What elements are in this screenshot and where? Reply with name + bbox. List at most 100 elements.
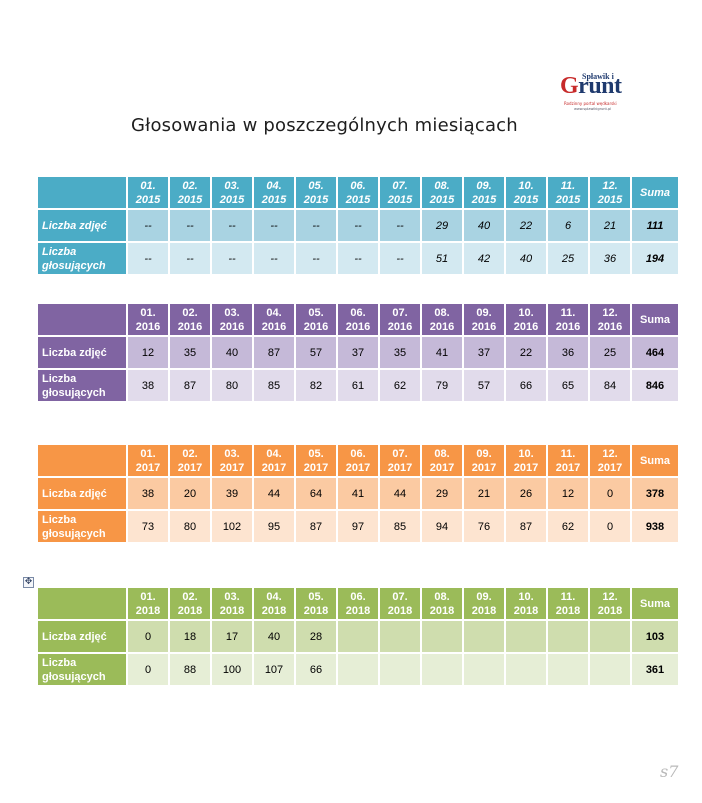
voters-cell: 95: [254, 511, 294, 542]
voters-cell: 100: [212, 654, 252, 685]
photos-sum-cell: 464: [632, 337, 678, 368]
month-header: 07. 2018: [380, 588, 420, 619]
month-header: 11. 2016: [548, 304, 588, 335]
photos-cell: 25: [590, 337, 630, 368]
photos-cell: 0: [128, 621, 168, 652]
month-header: 02. 2016: [170, 304, 210, 335]
photos-cell: 20: [170, 478, 210, 509]
month-header: 12. 2018: [590, 588, 630, 619]
row-label-voters: Liczba głosujących: [38, 370, 126, 401]
voters-cell: 36: [590, 243, 630, 274]
photos-cell: [590, 621, 630, 652]
photos-sum-cell: 103: [632, 621, 678, 652]
photos-cell: 40: [464, 210, 504, 241]
photos-cell: 21: [464, 478, 504, 509]
voters-cell: 82: [296, 370, 336, 401]
voters-cell: --: [338, 243, 378, 274]
photos-cell: --: [170, 210, 210, 241]
header-corner: [38, 177, 126, 208]
month-header: 03. 2016: [212, 304, 252, 335]
voters-cell: 76: [464, 511, 504, 542]
voters-sum-cell: 194: [632, 243, 678, 274]
photos-cell: 29: [422, 210, 462, 241]
month-header: 08. 2017: [422, 445, 462, 476]
votes-table-2018: 01. 2018 02. 2018 03. 2018 04. 2018 05. 2018…: [36, 586, 680, 687]
sum-header: Suma: [632, 304, 678, 335]
voters-cell: 42: [464, 243, 504, 274]
logo-tagline: Rodzinny portal wędkarski: [564, 101, 617, 106]
photos-cell: 0: [590, 478, 630, 509]
voters-cell: [590, 654, 630, 685]
row-label-photos: Liczba zdjęć: [38, 478, 126, 509]
photos-cell: 26: [506, 478, 546, 509]
photos-cell: 29: [422, 478, 462, 509]
month-header: 11. 2015: [548, 177, 588, 208]
month-header: 10. 2017: [506, 445, 546, 476]
month-header: 10. 2015: [506, 177, 546, 208]
row-label-voters: Liczba głosujących: [38, 654, 126, 685]
photos-cell: 37: [464, 337, 504, 368]
voters-cell: 107: [254, 654, 294, 685]
month-header: 01. 2016: [128, 304, 168, 335]
month-header: 01. 2015: [128, 177, 168, 208]
month-header: 05. 2018: [296, 588, 336, 619]
photos-cell: [422, 621, 462, 652]
photos-cell: 36: [548, 337, 588, 368]
sum-header: Suma: [632, 445, 678, 476]
month-header: 10. 2016: [506, 304, 546, 335]
month-header: 01. 2018: [128, 588, 168, 619]
month-header: 08. 2016: [422, 304, 462, 335]
month-header: 07. 2016: [380, 304, 420, 335]
votes-table-2015: 01. 2015 02. 2015 03. 2015 04. 2015 05. 2015…: [36, 175, 680, 276]
month-header: 11. 2017: [548, 445, 588, 476]
photos-sum-cell: 111: [632, 210, 678, 241]
photos-cell: 17: [212, 621, 252, 652]
voters-cell: 84: [590, 370, 630, 401]
photos-cell: 44: [254, 478, 294, 509]
month-header: 03. 2015: [212, 177, 252, 208]
voters-cell: 62: [380, 370, 420, 401]
voters-cell: 0: [590, 511, 630, 542]
move-handle-icon[interactable]: ✥: [23, 577, 34, 588]
month-header: 05. 2016: [296, 304, 336, 335]
voters-cell: 51: [422, 243, 462, 274]
voters-sum-cell: 846: [632, 370, 678, 401]
voters-cell: 97: [338, 511, 378, 542]
month-header: 07. 2015: [380, 177, 420, 208]
month-header: 04. 2016: [254, 304, 294, 335]
voters-cell: 66: [296, 654, 336, 685]
photos-cell: 41: [422, 337, 462, 368]
month-header: 12. 2015: [590, 177, 630, 208]
sum-header: Suma: [632, 177, 678, 208]
month-header: 06. 2017: [338, 445, 378, 476]
voters-cell: 85: [254, 370, 294, 401]
voters-cell: --: [212, 243, 252, 274]
photos-cell: 44: [380, 478, 420, 509]
voters-cell: 87: [296, 511, 336, 542]
voters-cell: --: [296, 243, 336, 274]
photos-cell: --: [380, 210, 420, 241]
voters-cell: 66: [506, 370, 546, 401]
month-header: 01. 2017: [128, 445, 168, 476]
month-header: 02. 2018: [170, 588, 210, 619]
votes-table-2017: 01. 2017 02. 2017 03. 2017 04. 2017 05. 2017…: [36, 443, 680, 544]
photos-cell: [548, 621, 588, 652]
photos-cell: 12: [128, 337, 168, 368]
voters-cell: 57: [464, 370, 504, 401]
photos-cell: [380, 621, 420, 652]
month-header: 05. 2017: [296, 445, 336, 476]
voters-cell: 85: [380, 511, 420, 542]
photos-cell: 35: [380, 337, 420, 368]
photos-cell: 41: [338, 478, 378, 509]
photos-cell: --: [296, 210, 336, 241]
month-header: 04. 2015: [254, 177, 294, 208]
voters-cell: 79: [422, 370, 462, 401]
month-header: 09. 2018: [464, 588, 504, 619]
photos-cell: 18: [170, 621, 210, 652]
voters-cell: [338, 654, 378, 685]
page-number: s7: [660, 762, 679, 781]
voters-cell: 80: [170, 511, 210, 542]
month-header: 12. 2017: [590, 445, 630, 476]
month-header: 09. 2017: [464, 445, 504, 476]
photos-cell: [506, 621, 546, 652]
